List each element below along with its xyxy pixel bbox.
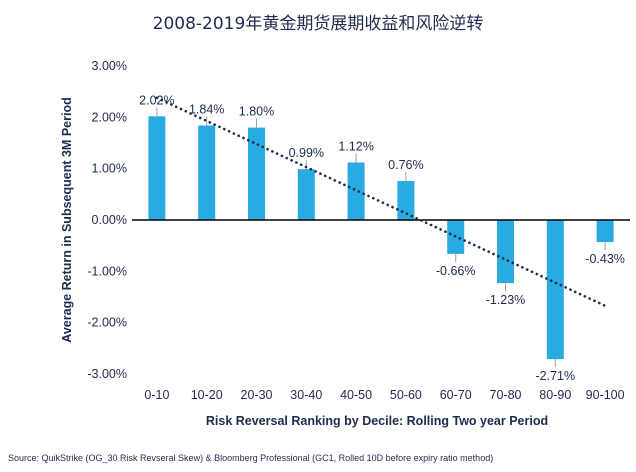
data-label: -0.43% xyxy=(585,252,625,266)
x-tick-label: 80-90 xyxy=(539,388,571,402)
y-tick-label: -3.00% xyxy=(87,367,127,381)
x-tick-label: 10-20 xyxy=(191,388,223,402)
x-tick-label: 40-50 xyxy=(340,388,372,402)
y-tick-labels: 3.00% 2.00% 1.00% 0.00% -1.00% -2.00% -3.00% xyxy=(87,59,127,381)
data-label: 2.02% xyxy=(139,93,174,107)
label-connectors xyxy=(156,107,606,368)
data-label: -2.71% xyxy=(535,369,575,383)
x-tick-label: 70-80 xyxy=(490,388,522,402)
x-tick-label: 30-40 xyxy=(290,388,322,402)
data-label: 0.99% xyxy=(289,146,324,160)
y-axis-title: Average Return in Subsequent 3M Period xyxy=(60,97,74,342)
data-label: -0.66% xyxy=(436,264,476,278)
bar xyxy=(397,180,415,220)
bar xyxy=(347,162,365,220)
y-tick-label: 0.00% xyxy=(92,213,127,227)
bar xyxy=(148,116,166,220)
x-tick-label: 50-60 xyxy=(390,388,422,402)
y-tick-label: 2.00% xyxy=(92,110,127,124)
trendline-group xyxy=(155,96,607,308)
y-tick-label: -2.00% xyxy=(87,316,127,330)
y-tick-label: -1.00% xyxy=(87,264,127,278)
bar xyxy=(497,220,514,284)
bar xyxy=(198,125,216,220)
data-label: -1.23% xyxy=(486,293,526,307)
y-tick-label: 3.00% xyxy=(92,59,127,73)
x-tick-label: 60-70 xyxy=(440,388,472,402)
x-tick-label: 20-30 xyxy=(241,388,273,402)
bar xyxy=(546,220,564,360)
data-labels: 2.02% 1.84% 1.80% 0.99% 1.12% 0.76% -0.66% -1.2… xyxy=(139,93,625,383)
y-axis-title-group: Average Return in Subsequent 3M Period xyxy=(60,97,74,342)
bar xyxy=(248,127,265,220)
x-tick-labels: 0-10 10-20 20-30 30-40 40-50 50-60 60-70 70-80 8… xyxy=(144,388,624,402)
x-axis-title-group: Risk Reversal Ranking by Decile: Rolling… xyxy=(206,414,548,428)
bar xyxy=(297,169,315,220)
bar xyxy=(596,220,614,243)
data-label: 1.84% xyxy=(189,103,224,117)
x-axis-title: Risk Reversal Ranking by Decile: Rolling… xyxy=(206,414,548,428)
data-label: 0.76% xyxy=(388,158,423,172)
y-tick-label: 1.00% xyxy=(92,162,127,176)
x-tick-label: 90-100 xyxy=(586,388,625,402)
source-note: Source: QuikStrike (OG_30 Risk Revseral … xyxy=(8,453,494,463)
chart-title: 2008-2019年黄金期货展期收益和风险逆转 xyxy=(152,14,484,34)
bars xyxy=(148,116,614,360)
trendline xyxy=(155,96,607,308)
data-label: 1.80% xyxy=(239,105,274,119)
data-label: 1.12% xyxy=(338,140,373,154)
x-tick-label: 0-10 xyxy=(144,388,169,402)
